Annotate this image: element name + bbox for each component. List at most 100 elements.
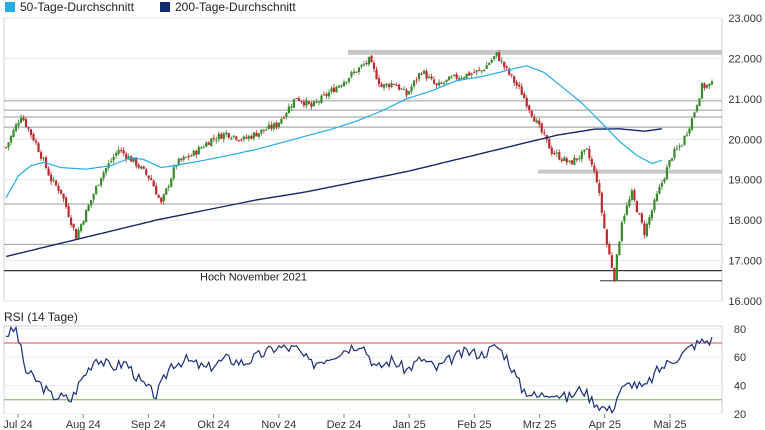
x-tick-label: Mrz 25	[523, 419, 557, 430]
candle	[42, 156, 45, 161]
candle	[190, 153, 193, 157]
candle	[52, 176, 55, 183]
candle	[100, 177, 103, 188]
candle	[110, 157, 113, 164]
candle	[237, 139, 240, 142]
candle	[575, 158, 578, 163]
candle	[605, 228, 608, 248]
candle	[475, 70, 478, 76]
candle	[217, 131, 220, 143]
candle	[415, 77, 418, 84]
candle	[665, 164, 669, 180]
candle	[628, 195, 631, 208]
candle	[222, 132, 225, 143]
candle	[520, 82, 523, 95]
candle	[300, 100, 303, 104]
candle	[420, 71, 423, 76]
candle	[683, 135, 686, 146]
candle	[230, 136, 233, 141]
ma50-line	[5, 65, 663, 199]
legend-label-ma50: 50-Tage-Durchschnitt	[20, 0, 135, 14]
candle	[337, 84, 341, 89]
candle	[320, 94, 323, 105]
candle	[463, 75, 466, 80]
candle	[207, 141, 210, 145]
candle	[673, 146, 676, 161]
candle	[117, 146, 120, 156]
candle	[187, 153, 190, 161]
candle	[352, 68, 356, 75]
candle	[152, 179, 155, 187]
candle	[12, 128, 15, 138]
candle	[297, 95, 301, 101]
candle	[478, 66, 481, 72]
candle	[357, 66, 361, 75]
candle	[620, 220, 623, 243]
candle	[680, 144, 684, 147]
candle	[528, 104, 531, 114]
x-tick-label: Sep 24	[131, 419, 166, 430]
candle	[105, 167, 108, 176]
candle	[347, 77, 351, 84]
candle	[345, 81, 348, 85]
candle	[210, 138, 213, 148]
candle	[435, 83, 438, 89]
candle	[450, 74, 453, 79]
candle	[710, 79, 714, 86]
candle	[317, 100, 321, 106]
candle	[445, 79, 448, 85]
candle	[670, 157, 674, 162]
candle	[603, 210, 606, 230]
candle	[39, 149, 43, 162]
candle	[92, 192, 95, 203]
candle	[242, 135, 245, 143]
candle	[488, 62, 491, 66]
candle	[67, 203, 70, 218]
candle	[708, 83, 711, 90]
candle	[703, 82, 706, 91]
candle	[355, 71, 358, 73]
candle	[307, 101, 311, 105]
candle	[578, 155, 581, 162]
x-axis: Jul 24 Aug 24 Sep 24 Okt 24 Nov 24 Dez 24 Jan …	[3, 414, 687, 430]
candle	[493, 55, 496, 62]
candle	[405, 87, 408, 98]
candle	[500, 57, 503, 65]
candle	[503, 61, 506, 71]
candle	[370, 54, 373, 63]
candle	[518, 81, 521, 90]
candle	[282, 115, 285, 120]
candle	[155, 182, 158, 195]
candle	[310, 101, 313, 110]
candle	[515, 79, 518, 89]
rsi-panel-frame	[3, 325, 723, 415]
rsi-y-tick-label: 60	[734, 352, 746, 364]
ma200-line	[5, 128, 662, 258]
candle	[240, 137, 243, 142]
price-y-tick-label: 22.000	[728, 53, 762, 65]
candle	[192, 149, 195, 157]
candle	[330, 85, 333, 94]
candle	[695, 103, 699, 113]
candle	[480, 70, 483, 74]
price-y-tick-label: 19.000	[728, 175, 762, 187]
candle	[95, 185, 98, 196]
legend-swatch-ma50	[5, 2, 15, 12]
candle	[47, 165, 50, 176]
candle	[205, 140, 208, 148]
candle	[232, 135, 235, 139]
candle	[590, 156, 593, 168]
candle	[335, 85, 338, 93]
candle	[438, 79, 441, 88]
candle	[360, 63, 363, 70]
candle	[623, 213, 626, 225]
candle	[693, 111, 696, 119]
candle	[640, 211, 644, 225]
candle	[615, 254, 618, 282]
candle	[97, 184, 100, 186]
candle	[252, 131, 255, 141]
candle	[112, 154, 115, 164]
candle	[700, 81, 704, 100]
candle	[85, 209, 88, 223]
candle	[468, 71, 471, 77]
